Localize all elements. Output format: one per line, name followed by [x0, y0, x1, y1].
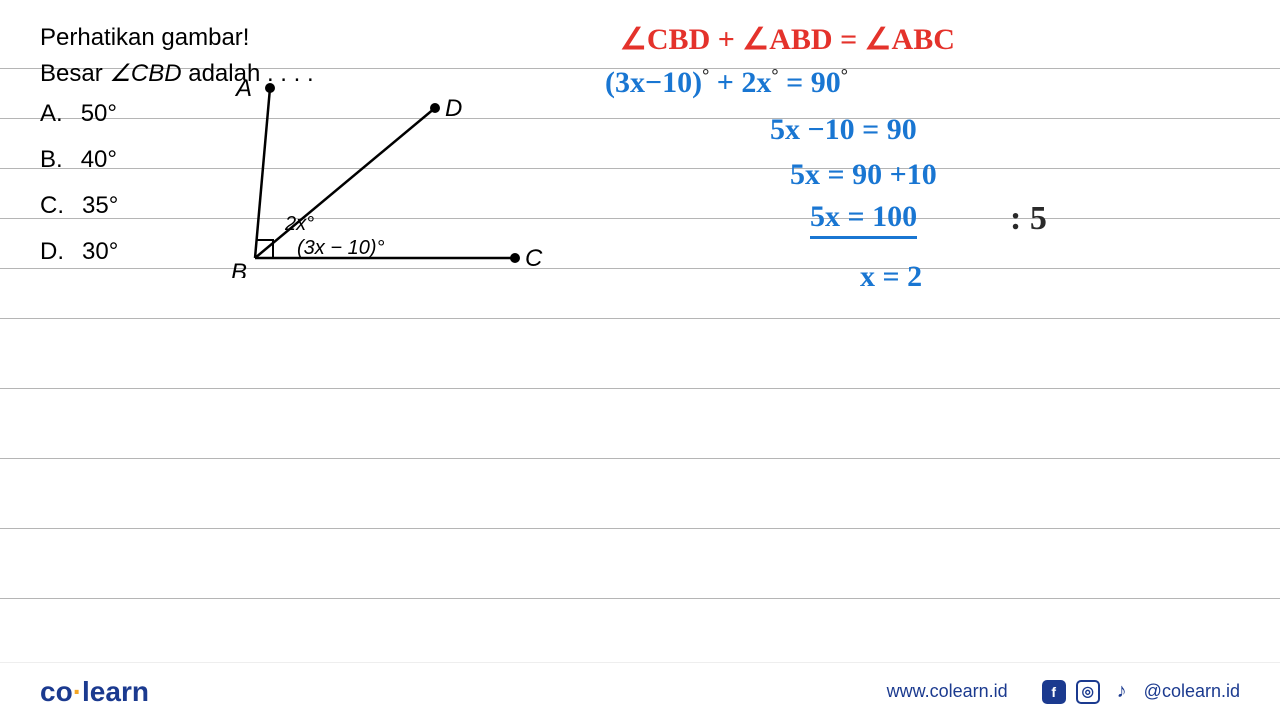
option-b-value: 40°: [81, 146, 117, 173]
footer-handle: @colearn.id: [1144, 681, 1240, 702]
option-d-label: D.: [40, 238, 64, 265]
svg-text:C: C: [525, 245, 543, 272]
angle-diagram: A B C D 2x°(3x − 10)°: [225, 78, 555, 278]
svg-text:B: B: [231, 259, 247, 278]
question-line2: Besar ∠CBD adalah . . . .: [40, 56, 1240, 92]
logo-co: co: [40, 676, 73, 707]
footer-url: www.colearn.id: [887, 681, 1008, 702]
option-a-label: A.: [40, 100, 63, 127]
content-area: Perhatikan gambar! Besar ∠CBD adalah . .…: [0, 0, 1280, 304]
logo: co·learn: [40, 676, 149, 708]
option-a-value: 50°: [81, 100, 117, 127]
facebook-icon: f: [1042, 680, 1066, 704]
q2-pre: Besar: [40, 60, 109, 87]
svg-text:2x°: 2x°: [284, 213, 314, 235]
option-d-value: 30°: [82, 238, 118, 265]
logo-dot: ·: [73, 676, 82, 707]
question-line1: Perhatikan gambar!: [40, 20, 1240, 56]
logo-learn: learn: [82, 676, 149, 707]
instagram-icon: ◎: [1076, 680, 1100, 704]
svg-text:A: A: [234, 78, 252, 102]
option-c: C. 35°: [40, 192, 1240, 220]
option-b-label: B.: [40, 146, 63, 173]
tiktok-icon: ♪: [1110, 680, 1134, 704]
svg-text:D: D: [445, 95, 462, 122]
option-a: A. 50°: [40, 100, 1240, 128]
option-d: D. 30°: [40, 238, 1240, 266]
q2-angle: ∠CBD: [109, 60, 181, 87]
footer: co·learn www.colearn.id f ◎ ♪ @colearn.i…: [0, 662, 1280, 720]
options-list: A. 50° B. 40° C. 35° D. 30°: [40, 100, 1240, 266]
option-b: B. 40°: [40, 146, 1240, 174]
footer-right: www.colearn.id f ◎ ♪ @colearn.id: [887, 680, 1240, 704]
option-c-label: C.: [40, 192, 64, 219]
svg-text:(3x − 10)°: (3x − 10)°: [297, 237, 384, 259]
option-c-value: 35°: [82, 192, 118, 219]
diagram-svg: A B C D 2x°(3x − 10)°: [225, 78, 555, 278]
